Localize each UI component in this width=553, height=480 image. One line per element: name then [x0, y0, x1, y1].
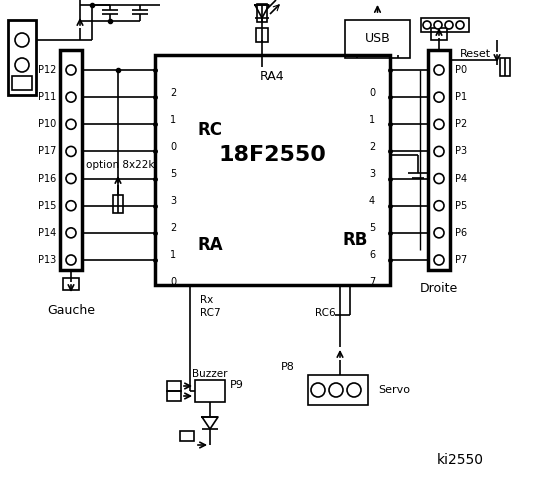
- Bar: [63, 278, 79, 290]
- Circle shape: [311, 383, 325, 397]
- Circle shape: [66, 120, 76, 129]
- Text: P13: P13: [38, 255, 56, 265]
- Text: P12: P12: [38, 65, 56, 75]
- Text: 18F2550: 18F2550: [218, 145, 326, 165]
- Bar: [257, 4, 267, 22]
- Text: P15: P15: [38, 201, 56, 211]
- Text: 1: 1: [170, 115, 176, 125]
- Text: P2: P2: [455, 120, 467, 129]
- Text: RA: RA: [197, 236, 223, 254]
- Circle shape: [434, 255, 444, 265]
- Bar: [500, 58, 510, 76]
- Bar: [431, 28, 447, 40]
- Text: P3: P3: [455, 146, 467, 156]
- Text: RC6: RC6: [315, 308, 336, 318]
- Circle shape: [66, 174, 76, 183]
- Bar: [428, 50, 450, 270]
- Circle shape: [423, 21, 431, 29]
- Text: P17: P17: [38, 146, 56, 156]
- Circle shape: [434, 146, 444, 156]
- Bar: [421, 18, 469, 32]
- Text: P10: P10: [38, 120, 56, 129]
- Text: 3: 3: [170, 196, 176, 206]
- Circle shape: [15, 33, 29, 47]
- Circle shape: [66, 201, 76, 211]
- Text: 5: 5: [170, 169, 176, 179]
- Circle shape: [434, 174, 444, 183]
- Text: RC7: RC7: [200, 308, 221, 318]
- Text: 4: 4: [369, 196, 375, 206]
- Bar: [113, 195, 123, 213]
- Text: RC: RC: [197, 121, 222, 139]
- Text: 2: 2: [170, 223, 176, 233]
- Circle shape: [15, 58, 29, 72]
- Text: 0: 0: [170, 277, 176, 287]
- Text: P16: P16: [38, 174, 56, 183]
- Text: 1: 1: [369, 115, 375, 125]
- Circle shape: [434, 201, 444, 211]
- Bar: [60, 50, 82, 270]
- Bar: [155, 55, 390, 285]
- Text: USB: USB: [364, 33, 390, 46]
- Bar: [195, 380, 225, 402]
- Text: ki2550: ki2550: [436, 453, 483, 467]
- Bar: [167, 391, 181, 401]
- Text: P5: P5: [455, 201, 467, 211]
- Circle shape: [66, 146, 76, 156]
- Text: P8: P8: [281, 362, 295, 372]
- Circle shape: [66, 228, 76, 238]
- Circle shape: [329, 383, 343, 397]
- Text: P14: P14: [38, 228, 56, 238]
- Text: RB: RB: [342, 231, 368, 249]
- Text: P6: P6: [455, 228, 467, 238]
- Bar: [345, 20, 410, 58]
- Text: option 8x22k: option 8x22k: [86, 160, 154, 170]
- Text: P11: P11: [38, 92, 56, 102]
- Bar: [308, 375, 368, 405]
- Text: Rx: Rx: [200, 295, 213, 305]
- Text: 5: 5: [369, 223, 375, 233]
- Text: P4: P4: [455, 174, 467, 183]
- Bar: [256, 28, 268, 42]
- Text: 3: 3: [369, 169, 375, 179]
- Text: P0: P0: [455, 65, 467, 75]
- Bar: [180, 431, 194, 441]
- Text: P1: P1: [455, 92, 467, 102]
- Text: 2: 2: [369, 142, 375, 152]
- Bar: [12, 76, 32, 90]
- Circle shape: [434, 92, 444, 102]
- Text: 6: 6: [369, 250, 375, 260]
- Circle shape: [66, 92, 76, 102]
- Circle shape: [434, 65, 444, 75]
- Circle shape: [434, 21, 442, 29]
- Text: RA4: RA4: [260, 71, 285, 84]
- Circle shape: [445, 21, 453, 29]
- Text: Servo: Servo: [378, 385, 410, 395]
- Text: 0: 0: [170, 142, 176, 152]
- Circle shape: [456, 21, 464, 29]
- Text: P9: P9: [230, 380, 244, 390]
- Text: Droite: Droite: [420, 281, 458, 295]
- Text: P7: P7: [455, 255, 467, 265]
- Circle shape: [434, 228, 444, 238]
- Bar: [8, 20, 36, 95]
- Circle shape: [434, 120, 444, 129]
- Text: Buzzer: Buzzer: [192, 369, 228, 379]
- Circle shape: [347, 383, 361, 397]
- Bar: [167, 381, 181, 391]
- Text: 1: 1: [170, 250, 176, 260]
- Text: Reset: Reset: [460, 49, 491, 59]
- Text: 7: 7: [369, 277, 375, 287]
- Text: 0: 0: [369, 88, 375, 98]
- Circle shape: [66, 65, 76, 75]
- Text: 2: 2: [170, 88, 176, 98]
- Text: Gauche: Gauche: [47, 303, 95, 316]
- Circle shape: [66, 255, 76, 265]
